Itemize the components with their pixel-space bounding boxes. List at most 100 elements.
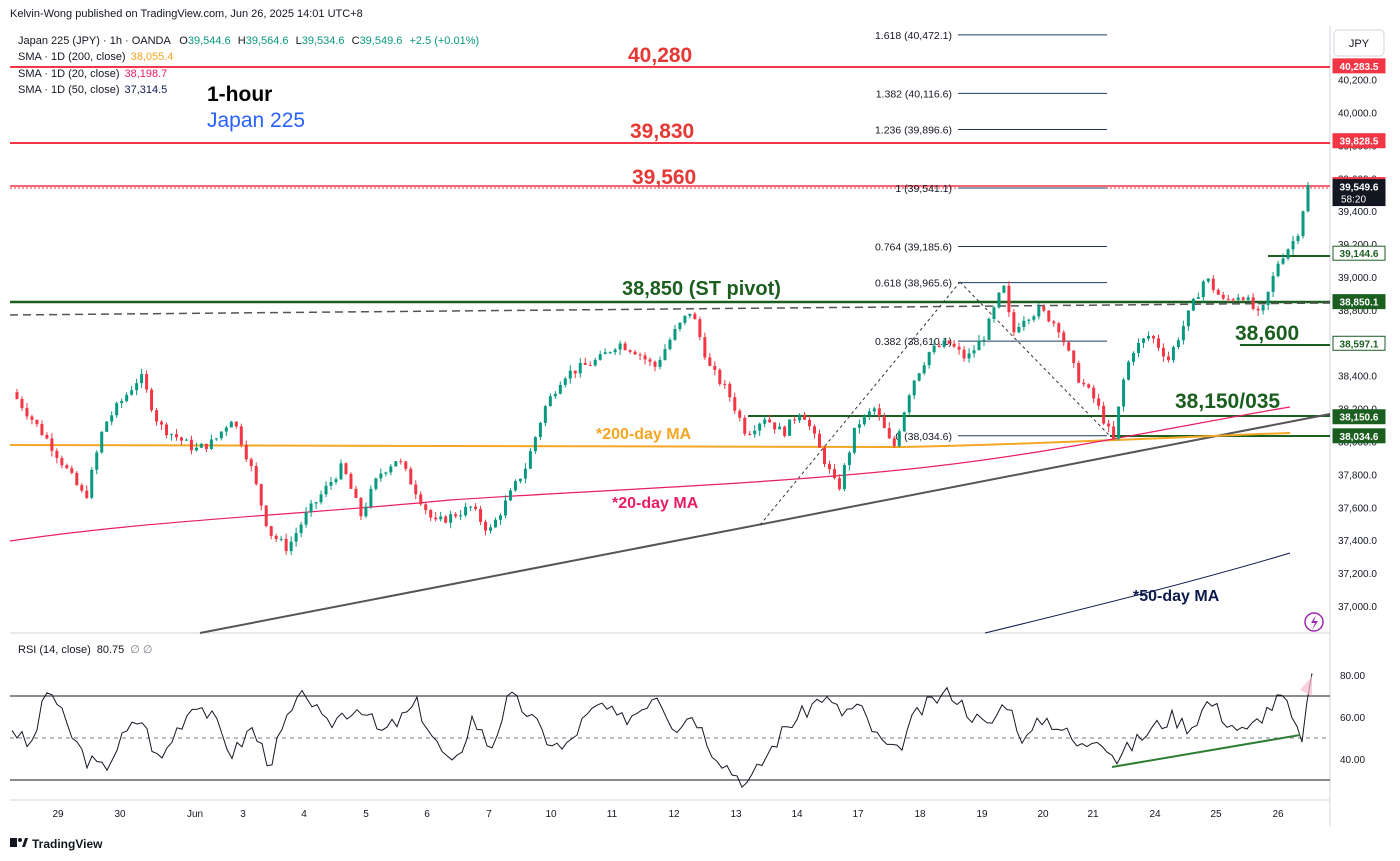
candle-body: [952, 343, 956, 347]
candle-body: [174, 434, 178, 438]
candle-body: [798, 414, 802, 421]
fib-level-label: 0.618 (38,965.6): [875, 278, 952, 290]
candle-body: [962, 349, 966, 359]
candle-body: [429, 510, 433, 518]
candle-body: [484, 521, 488, 531]
candle-body: [269, 526, 273, 536]
candle-body: [1097, 398, 1101, 406]
candle-body: [628, 350, 632, 352]
candle-body: [523, 468, 527, 479]
candle-body: [204, 443, 208, 449]
candle-body: [673, 328, 677, 340]
candle-body: [1052, 321, 1056, 324]
rsi-trendline[interactable]: [1111, 734, 1301, 768]
candle-body: [1221, 294, 1225, 299]
time-axis[interactable]: 29 30 Jun 3 4 5 6 7 10 11 12 13 14 17 18 19 20 21 24 25 26: [52, 809, 1284, 820]
symbol-legend: Japan 225 (JPY) · 1h · OANDA O39,544.6 H…: [18, 35, 479, 47]
candle-body: [683, 315, 687, 323]
candle-body: [219, 431, 223, 439]
candle-body: [832, 469, 836, 479]
ma50-line[interactable]: [984, 552, 1291, 634]
candle-body: [957, 346, 961, 350]
candle-body: [748, 433, 752, 435]
time-tick-label: Jun: [187, 809, 203, 820]
candle-body: [728, 383, 732, 398]
price-tick-label: 38,800.0: [1338, 306, 1377, 317]
candle-body: [259, 484, 263, 506]
time-tick-label: 17: [852, 809, 864, 820]
candle-body: [279, 538, 283, 540]
candle-body: [613, 349, 617, 353]
price-tick-label: 37,000.0: [1338, 602, 1377, 613]
time-tick-label: 20: [1037, 809, 1049, 820]
candle-body: [813, 426, 817, 434]
candle-body: [1107, 423, 1111, 427]
candle-body: [309, 503, 313, 513]
candle-body: [633, 351, 637, 355]
fib-level-label: 1.382 (40,116.6): [876, 88, 952, 100]
time-tick-label: 21: [1087, 809, 1099, 820]
candle-body: [1246, 297, 1250, 300]
time-tick-label: 29: [52, 809, 64, 820]
rsi-line[interactable]: [11, 673, 1313, 789]
ma20-line[interactable]: [9, 406, 1291, 542]
candle-body: [389, 466, 393, 473]
price-tag-label: 40,283.5: [1340, 62, 1379, 73]
candle-body: [1306, 184, 1310, 212]
candle-body: [887, 428, 891, 439]
candle-body: [30, 416, 34, 420]
candle-body: [1112, 426, 1116, 439]
ma200-line[interactable]: [9, 432, 1291, 449]
candle-body: [867, 411, 871, 416]
candle-body: [892, 438, 896, 446]
candle-body: [1171, 347, 1175, 361]
candle-body: [1296, 236, 1300, 242]
candle-body: [1291, 241, 1295, 250]
candle-body: [364, 506, 368, 517]
ma50-label: *50-day MA: [1133, 588, 1220, 605]
candle-body: [1142, 338, 1146, 343]
candle-body: [100, 431, 104, 453]
candle-body: [1281, 258, 1285, 264]
candle-body: [349, 473, 353, 489]
candle-body: [1082, 382, 1086, 385]
candle-body: [758, 423, 762, 431]
candle-body: [234, 421, 238, 427]
candle-body: [703, 337, 707, 358]
candle-body: [842, 465, 846, 490]
candle-body: [593, 359, 597, 366]
candle-body: [1007, 285, 1011, 313]
ascending-trendline[interactable]: [199, 413, 1331, 634]
lightning-icon[interactable]: [1304, 612, 1324, 632]
price-pane[interactable]: [10, 26, 1330, 632]
candlestick-series[interactable]: [15, 182, 1310, 556]
candle-body: [1251, 297, 1255, 309]
candle-body: [1032, 316, 1036, 320]
support-label-s2: 38,150/035: [1175, 390, 1280, 413]
candle-body: [907, 395, 911, 413]
candle-body: [982, 339, 986, 341]
candle-body: [638, 354, 642, 356]
candle-body: [972, 350, 976, 354]
candle-body: [503, 500, 507, 516]
candle-body: [917, 373, 921, 381]
candle-body: [788, 419, 792, 436]
candle-body: [199, 443, 203, 448]
candle-body: [1117, 406, 1121, 439]
candle-body: [708, 357, 712, 366]
candle-body: [543, 406, 547, 423]
time-tick-label: 7: [486, 809, 492, 820]
candle-body: [145, 374, 149, 390]
candle-body: [224, 427, 228, 432]
fib-level-label: 0.382 (38,610.1): [875, 336, 952, 348]
candle-body: [404, 461, 408, 469]
candle-body: [778, 426, 782, 430]
time-tick-label: 19: [976, 809, 988, 820]
fibonacci-levels[interactable]: 1.618 (40,472.1) 1.382 (40,116.6) 1.236 (3…: [875, 30, 1107, 443]
candle-body: [718, 369, 722, 384]
candle-body: [135, 383, 139, 391]
candle-body: [1146, 335, 1150, 339]
currency-button[interactable]: [1333, 29, 1385, 57]
time-tick-label: 30: [114, 809, 126, 820]
